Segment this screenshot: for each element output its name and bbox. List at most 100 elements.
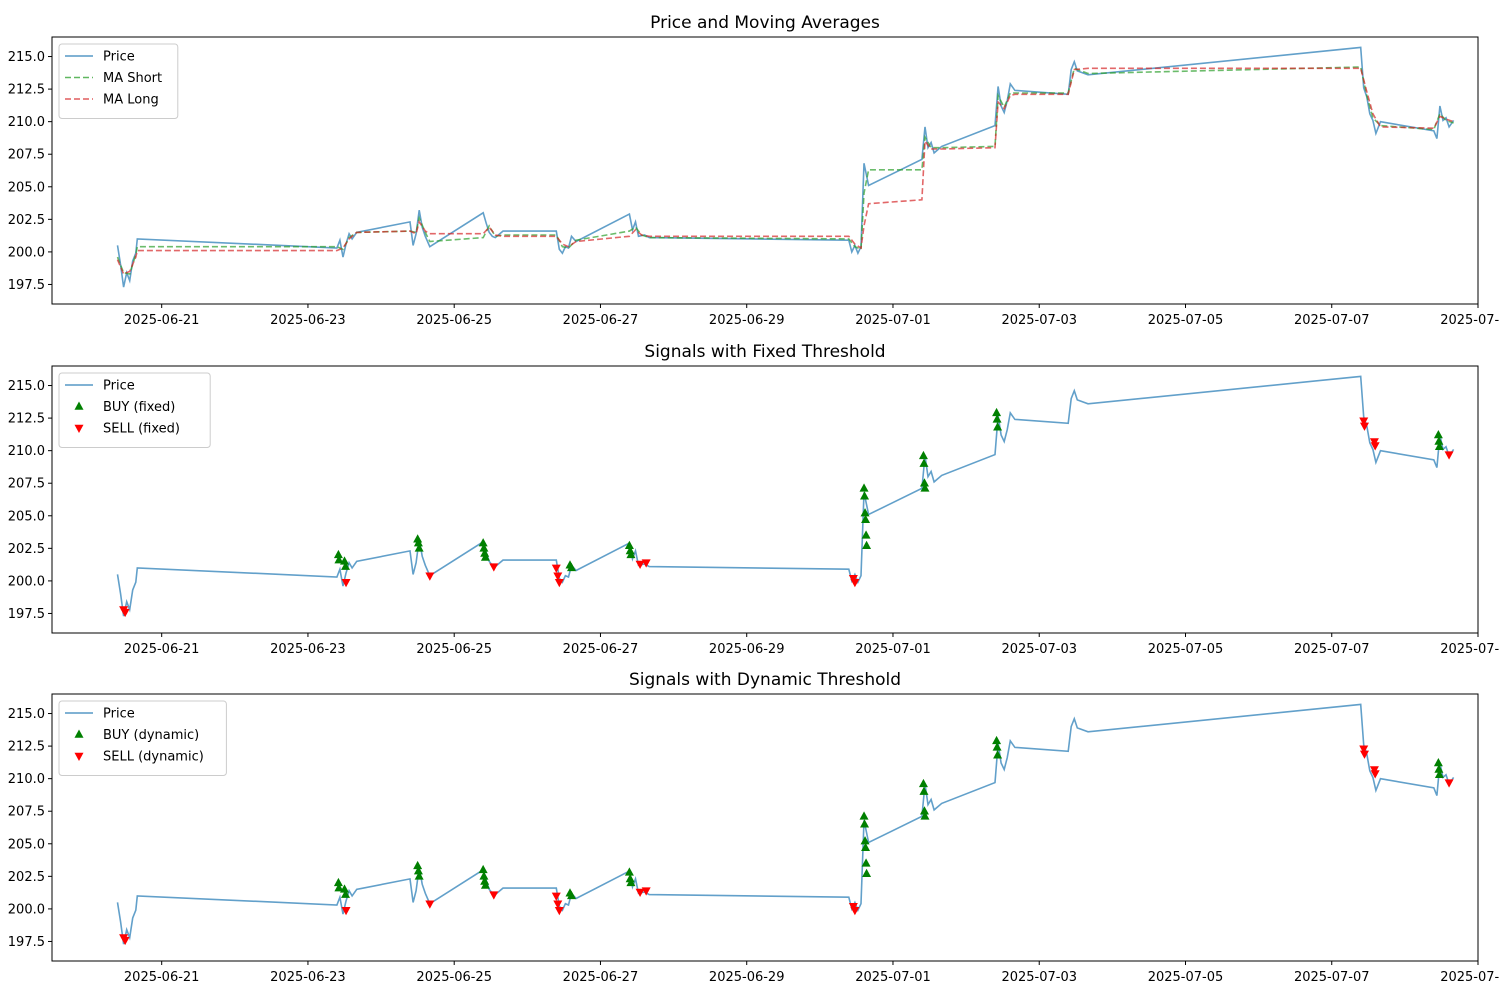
x-tick-label: 2025-06-23 bbox=[270, 970, 346, 985]
x-tick-label: 2025-06-25 bbox=[416, 313, 492, 328]
legend-label: MA Long bbox=[103, 93, 159, 108]
x-tick-label: 2025-06-25 bbox=[416, 642, 492, 657]
x-tick-label: 2025-07-03 bbox=[1001, 313, 1077, 328]
y-tick-label: 205.0 bbox=[8, 837, 45, 852]
x-tick-label: 2025-07-09 bbox=[1440, 642, 1500, 657]
buy-signal-marker bbox=[859, 811, 869, 820]
legend: Price BUY (dynamic) SELL (dynamic) bbox=[58, 700, 227, 776]
sell-signal-marker bbox=[120, 608, 130, 618]
y-tick-label: 197.5 bbox=[8, 607, 45, 622]
buy-signal-marker bbox=[567, 562, 577, 572]
buy-signal-marker bbox=[860, 819, 870, 828]
legend-label: SELL (dynamic) bbox=[103, 750, 204, 765]
x-tick-label: 2025-06-21 bbox=[124, 313, 200, 328]
y-tick-label: 215.0 bbox=[8, 707, 45, 722]
plot-area bbox=[52, 366, 1478, 633]
y-tick-label: 200.0 bbox=[8, 245, 45, 260]
buy-signal-marker bbox=[861, 842, 871, 851]
buy-signal-marker bbox=[413, 534, 423, 543]
buy-signal-marker bbox=[993, 750, 1003, 759]
buy-signal-marker bbox=[919, 806, 929, 815]
buy-signal-marker bbox=[624, 540, 634, 549]
buy-signal-marker bbox=[413, 860, 423, 870]
sell-signal-marker bbox=[1370, 442, 1380, 451]
plot-area bbox=[52, 37, 1478, 304]
buy-signal-marker bbox=[860, 836, 870, 845]
y-tick-label: 202.5 bbox=[8, 542, 45, 557]
buy-signal-marker bbox=[340, 884, 350, 893]
buy-signal-marker bbox=[340, 556, 350, 565]
y-tick-label: 210.0 bbox=[8, 115, 45, 130]
y-tick-label: 202.5 bbox=[8, 213, 45, 228]
y-tick-label: 197.5 bbox=[8, 278, 45, 293]
buy-signal-marker bbox=[919, 478, 929, 487]
buy-signal-marker bbox=[862, 540, 872, 549]
sell-signal-marker bbox=[554, 578, 564, 588]
y-tick-label: 212.5 bbox=[8, 83, 45, 98]
y-tick-label: 210.0 bbox=[8, 444, 45, 459]
sell-signal-marker bbox=[425, 572, 435, 581]
legend-marker bbox=[74, 729, 84, 738]
y-tick-label: 215.0 bbox=[8, 50, 45, 65]
buy-signal-marker bbox=[480, 548, 490, 557]
x-tick-label: 2025-07-05 bbox=[1148, 970, 1224, 985]
sell-signal-marker bbox=[341, 906, 351, 916]
y-tick-label: 205.0 bbox=[8, 180, 45, 195]
buy-signal-marker bbox=[625, 873, 635, 883]
sell-signal-marker bbox=[850, 578, 860, 588]
legend-label: BUY (fixed) bbox=[103, 400, 175, 415]
buy-signal-marker bbox=[333, 877, 343, 887]
buy-signal-marker bbox=[625, 545, 635, 555]
sell-signal-marker bbox=[635, 560, 645, 569]
x-tick-label: 2025-07-01 bbox=[855, 313, 931, 328]
sell-signal-marker bbox=[641, 887, 651, 896]
buy-signal-marker bbox=[624, 867, 634, 876]
sell-signal-marker bbox=[425, 900, 435, 909]
sell-signal-marker bbox=[641, 559, 651, 568]
buy-signal-marker bbox=[861, 514, 871, 523]
buy-signal-marker bbox=[1434, 436, 1444, 445]
buy-signal-marker bbox=[1434, 441, 1444, 451]
y-tick-label: 212.5 bbox=[8, 412, 45, 427]
y-tick-label: 200.0 bbox=[8, 902, 45, 917]
buy-signal-marker bbox=[567, 890, 577, 900]
legend-marker bbox=[74, 401, 84, 410]
buy-signal-marker bbox=[862, 868, 872, 877]
legend: Price MA Short MA Long bbox=[58, 43, 179, 119]
buy-signal-marker bbox=[992, 742, 1002, 751]
buy-signal-marker bbox=[920, 811, 930, 820]
buy-signal-marker bbox=[993, 422, 1003, 431]
buy-signal-marker bbox=[1434, 764, 1444, 773]
buy-signal-marker bbox=[860, 491, 870, 500]
buy-signal-marker bbox=[1433, 430, 1443, 439]
buy-signal-marker bbox=[626, 877, 636, 887]
y-tick-label: 215.0 bbox=[8, 379, 45, 394]
chart-panel-1: Price and Moving Averages 197.5 200.0 202.5… bbox=[8, 13, 1500, 328]
x-tick-label: 2025-06-29 bbox=[709, 970, 785, 985]
chart-title: Signals with Dynamic Threshold bbox=[629, 670, 901, 690]
x-tick-label: 2025-07-07 bbox=[1294, 313, 1370, 328]
legend-label: Price bbox=[103, 379, 135, 394]
sell-signal-marker bbox=[1370, 770, 1380, 779]
x-tick-label: 2025-07-01 bbox=[855, 970, 931, 985]
plot-frame bbox=[51, 365, 1479, 634]
buy-signal-marker bbox=[333, 549, 343, 559]
sell-signal-marker bbox=[1359, 422, 1369, 431]
chart-panel-3: Signals with Dynamic Threshold 197.5 200.0… bbox=[8, 670, 1500, 985]
buy-signal-marker bbox=[334, 883, 344, 892]
sell-signal-marker bbox=[850, 906, 860, 916]
x-tick-label: 2025-06-23 bbox=[270, 642, 346, 657]
buy-signal-marker bbox=[1433, 758, 1443, 767]
series-line-ma-long bbox=[116, 67, 1454, 276]
x-tick-label: 2025-06-27 bbox=[563, 313, 639, 328]
sell-signal-marker bbox=[120, 936, 130, 946]
x-tick-label: 2025-07-09 bbox=[1440, 970, 1500, 985]
x-tick-label: 2025-06-21 bbox=[124, 642, 200, 657]
y-tick-label: 212.5 bbox=[8, 740, 45, 755]
sell-signal-marker bbox=[551, 564, 561, 573]
buy-signal-marker bbox=[479, 871, 489, 880]
buy-signal-marker bbox=[1434, 769, 1444, 779]
chart-title: Price and Moving Averages bbox=[650, 13, 880, 33]
chart-panel-2: Signals with Fixed Threshold 197.5 200.0 20… bbox=[8, 342, 1500, 657]
